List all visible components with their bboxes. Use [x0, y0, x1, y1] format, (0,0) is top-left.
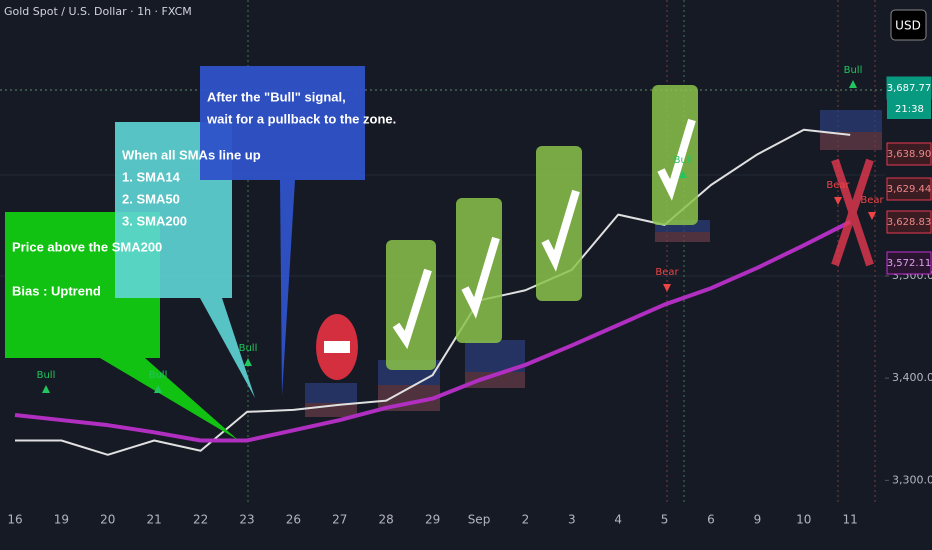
signal-label: Bull — [674, 155, 693, 166]
price-tag — [886, 142, 932, 166]
y-tick-label: 3,300.00 — [892, 473, 932, 486]
annotation-text: 3. SMA200 — [122, 213, 187, 228]
signal-arrow — [849, 80, 857, 88]
x-tick-label: 21 — [147, 513, 162, 527]
y-tick-label: 3,400.00 — [892, 371, 932, 384]
price-tag — [886, 177, 932, 201]
x-tick-label: 2 — [522, 513, 530, 527]
x-tick-label: 19 — [54, 513, 69, 527]
signal-label: Bear — [826, 180, 850, 191]
annotation-text: After the "Bull" signal, — [207, 89, 346, 104]
annotation-text: Price above the SMA200 — [12, 239, 162, 254]
x-tick-label: 20 — [100, 513, 115, 527]
x-tick-label: 28 — [379, 513, 394, 527]
price-tag — [886, 210, 932, 234]
currency-button[interactable] — [890, 9, 927, 41]
signal-arrow — [868, 212, 876, 220]
signal-arrow — [244, 358, 252, 366]
annotations: Price above the SMA200 Bias : Uptrend When… — [12, 89, 396, 298]
annotation-text: Bias : Uptrend — [12, 283, 101, 298]
price-tag-label: 3,629.44 — [887, 184, 932, 195]
annotation-boxes — [5, 66, 365, 440]
countdown: 21:38 — [895, 104, 924, 115]
x-tick-label: 5 — [661, 513, 669, 527]
plot — [14, 128, 852, 456]
price-tag — [886, 251, 932, 275]
signal-arrow — [834, 197, 842, 205]
x-tick-label: 27 — [332, 513, 347, 527]
signal-label: Bull — [239, 343, 258, 354]
x-tick-label: 11 — [843, 513, 858, 527]
price-tag-label: 3,572.11 — [887, 258, 932, 269]
signal-lines — [247, 0, 876, 505]
x-tick-label: 10 — [796, 513, 811, 527]
signal-label: Bull — [149, 370, 168, 381]
x-tick-label: 22 — [193, 513, 208, 527]
x-tick-label: 16 — [7, 513, 22, 527]
chart-title: Gold Spot / U.S. Dollar · 1h · FXCM — [4, 5, 192, 18]
signal-label: Bull — [37, 370, 56, 381]
series-line — [14, 219, 852, 443]
price-tag-label: 3,628.83 — [887, 217, 932, 228]
x-tick-label: 6 — [707, 513, 715, 527]
cross — [831, 158, 874, 267]
price-tag-label: 3,638.90 — [887, 149, 932, 160]
x-tick-label: Sep — [468, 513, 491, 527]
signal-arrow — [42, 385, 50, 393]
x-tick-label: 29 — [425, 513, 440, 527]
stop-sign — [316, 314, 358, 380]
series-line — [15, 128, 851, 456]
x-tick-label: 3 — [568, 513, 576, 527]
x-tick-label: 26 — [286, 513, 301, 527]
x-tick-label: 23 — [239, 513, 254, 527]
signal-label: Bear — [655, 267, 679, 278]
annotation-text: 2. SMA50 — [122, 191, 180, 206]
signal-arrow — [679, 170, 687, 178]
annotation-text: 1. SMA14 — [122, 169, 181, 184]
x-tick-label: 4 — [614, 513, 622, 527]
checkmarks — [386, 85, 698, 370]
annotation-text: wait for a pullback to the zone. — [206, 111, 396, 126]
signal-arrow — [663, 284, 671, 292]
annotation-text: When all SMAs line up — [122, 147, 261, 162]
signal-label: Bear — [860, 195, 884, 206]
price-tag-label: 3,687.77 — [887, 83, 932, 94]
x-tick-label: 9 — [754, 513, 762, 527]
countdown-box — [887, 99, 931, 119]
signal-label: Bull — [844, 65, 863, 76]
signal-arrow — [154, 385, 162, 393]
currency: USD — [895, 19, 921, 33]
